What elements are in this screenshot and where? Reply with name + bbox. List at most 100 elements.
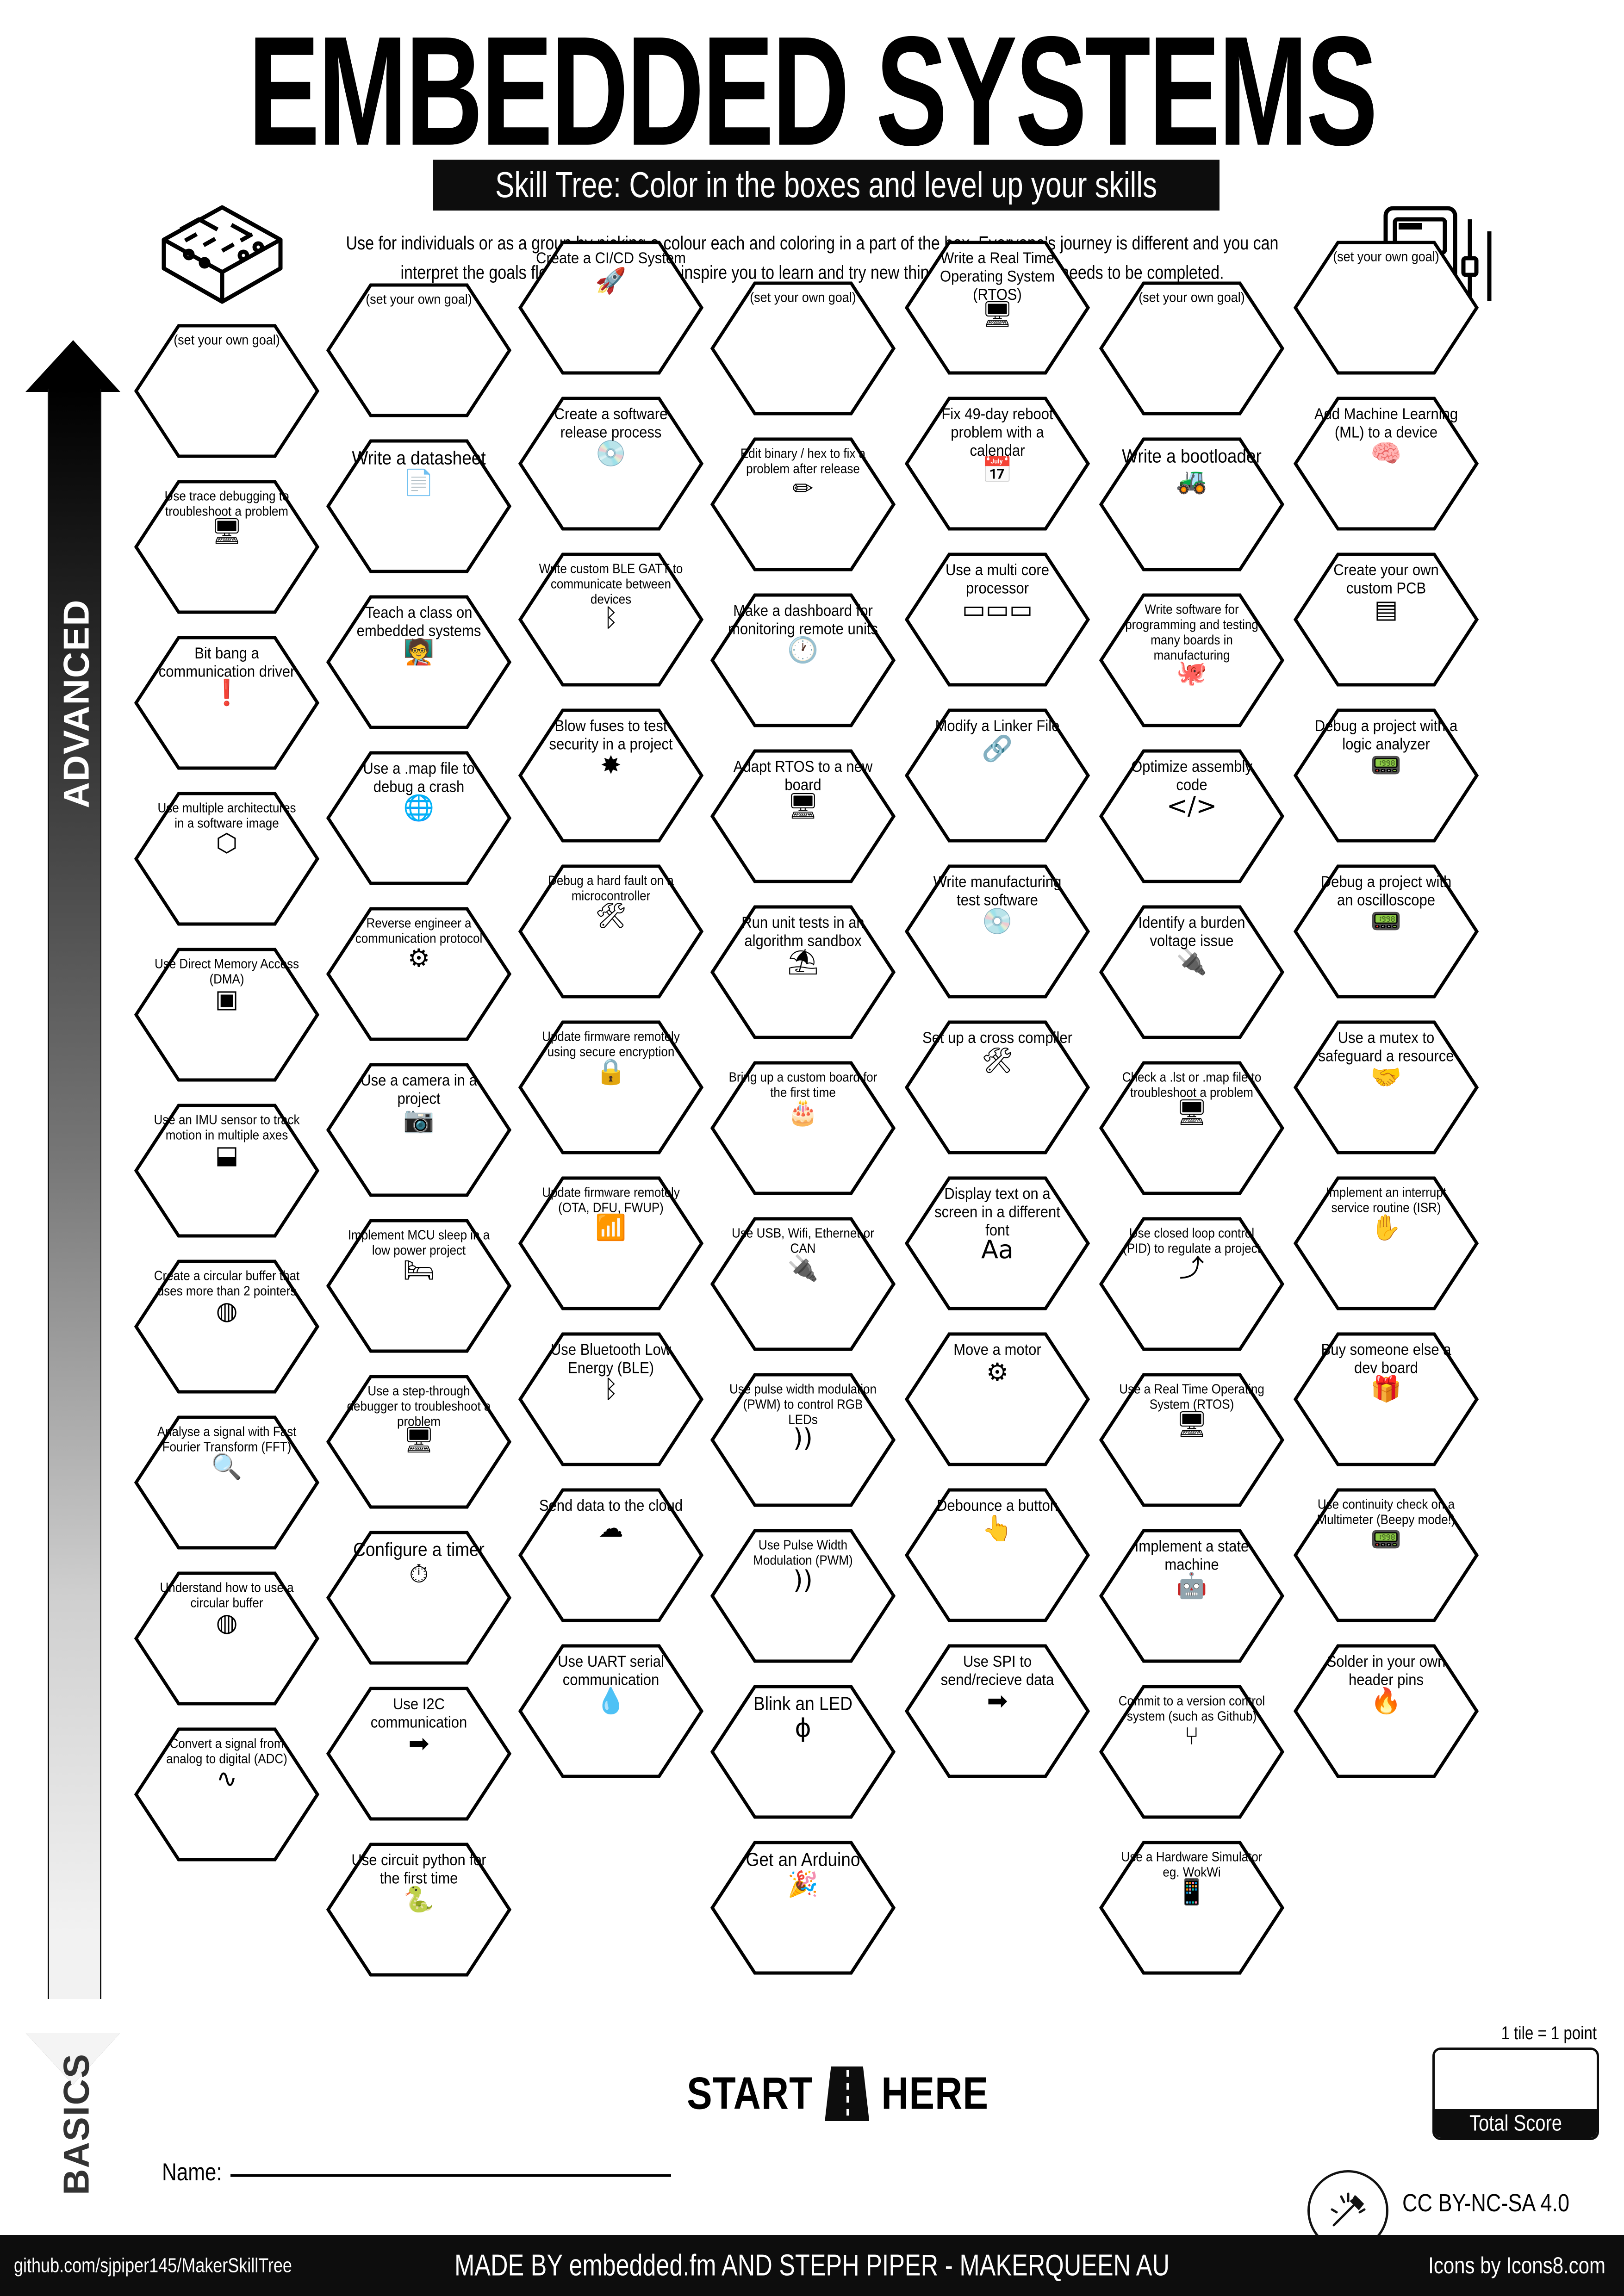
hex-outline (905, 397, 1090, 531)
hex-outline (134, 1727, 319, 1862)
skill-hex-5-6[interactable]: Set up a cross compiler 🛠 (905, 1020, 1090, 1154)
skill-hex-4-6[interactable]: Bring up a custom board for the first ti… (710, 1061, 896, 1195)
name-field[interactable]: Name: (162, 2159, 671, 2186)
skill-hex-7-2[interactable]: Add Machine Learning (ML) to a device 🧠 (1294, 397, 1479, 531)
skill-hex-5-9[interactable]: Debounce a button 👆 (905, 1488, 1090, 1622)
hex-outline (326, 1219, 511, 1353)
skill-hex-5-3[interactable]: Use a multi core processor ▭▭▭ (905, 552, 1090, 687)
skill-hex-3-1[interactable]: Create a CI/CD System 🚀 (518, 241, 703, 375)
hex-label: Get an Arduino (746, 1849, 860, 1870)
skill-hex-6-5[interactable]: Identify a burden voltage issue 🔌 (1099, 905, 1284, 1039)
github-link[interactable]: github.com/sjpiper145/MakerSkillTree (14, 2253, 292, 2277)
skill-hex-5-2[interactable]: Fix 49-day reboot problem with a calenda… (905, 397, 1090, 531)
icons-credit[interactable]: Icons by Icons8.com (1428, 2252, 1605, 2278)
skill-hex-6-4[interactable]: Optimize assembly code </> (1099, 749, 1284, 883)
skill-hex-2-5[interactable]: Reverse engineer a communication protoco… (326, 907, 511, 1041)
skill-hex-6-6[interactable]: Check a .lst or .map file to troubleshoo… (1099, 1061, 1284, 1195)
hex-outline (134, 480, 319, 614)
skill-hex-6-8[interactable]: Use a Real Time Operating System (RTOS) 🖥 (1099, 1373, 1284, 1507)
skill-hex-2-6[interactable]: Use a camera in a project 📷 (326, 1063, 511, 1197)
skill-hex-6-10[interactable]: Commit to a version control system (such… (1099, 1685, 1284, 1819)
skill-hex-5-8[interactable]: Move a motor ⚙ (905, 1332, 1090, 1466)
skill-hex-7-3[interactable]: Create your own custom PCB ▤ (1294, 552, 1479, 687)
hex-label: Check a .lst or .map file to troubleshoo… (1122, 1069, 1262, 1100)
skill-hex-4-10[interactable]: Blink an LED ϕ (710, 1685, 896, 1819)
hex-outline (1099, 593, 1284, 727)
skill-hex-4-9[interactable]: Use Pulse Width Modulation (PWM))) (710, 1529, 896, 1663)
teacher-board-icon: 🧑‍🏫 (403, 637, 435, 666)
code-icon: </> (1166, 791, 1217, 820)
skill-hex-4-4[interactable]: Adapt RTOS to a new board 🖥 (710, 749, 896, 883)
skill-hex-7-9[interactable]: Use continuity check on a Multimeter (Be… (1294, 1488, 1479, 1622)
hex-outline (134, 1415, 319, 1550)
skill-hex-6-9[interactable]: Implement a state machine 🤖 (1099, 1529, 1284, 1663)
skill-hex-1-7[interactable]: Create a circular buffer that uses more … (134, 1260, 319, 1394)
skill-hex-4-3[interactable]: Make a dashboard for monitoring remote u… (710, 593, 896, 727)
skill-hex-2-8[interactable]: Use a step-through debugger to troublesh… (326, 1375, 511, 1509)
skill-hex-2-11[interactable]: Use circuit python for the first time 🐍 (326, 1843, 511, 1977)
skill-hex-4-11[interactable]: Get an Arduino 🎉 (710, 1841, 896, 1975)
skill-hex-4-5[interactable]: Run unit tests in an algorithm sandbox ⛱ (710, 905, 896, 1039)
skill-hex-6-7[interactable]: Use closed loop control (PID) to regulat… (1099, 1217, 1284, 1351)
skill-hex-5-10[interactable]: Use SPI to send/recieve data ➡ (905, 1644, 1090, 1778)
skill-hex-4-8[interactable]: Use pulse width modulation (PWM) to cont… (710, 1373, 896, 1507)
skill-hex-3-7[interactable]: Update firmware remotely (OTA, DFU, FWUP… (518, 1176, 703, 1310)
chip-cube-decoration (162, 205, 283, 304)
skill-hex-3-4[interactable]: Blow fuses to test security in a project… (518, 708, 703, 843)
skill-hex-4-2[interactable]: Edit binary / hex to fix a problem after… (710, 437, 896, 571)
skill-hex-5-4[interactable]: Modify a Linker File 🔗 (905, 708, 1090, 843)
skill-hex-7-6[interactable]: Use a mutex to safeguard a resource 🤝 (1294, 1020, 1479, 1154)
skill-hex-1-5[interactable]: Use Direct Memory Access (DMA) ▣ (134, 948, 319, 1082)
skill-hex-7-1[interactable]: (set your own goal) (1294, 241, 1479, 375)
skill-hex-7-8[interactable]: Buy someone else a dev board 🎁 (1294, 1332, 1479, 1466)
skill-hex-4-1[interactable]: (set your own goal) (710, 281, 896, 416)
skill-hex-1-3[interactable]: Bit bang a communication driver ❗ (134, 636, 319, 770)
total-score-box[interactable]: Total Score (1432, 2048, 1599, 2140)
skill-hex-2-3[interactable]: Teach a class on embedded systems 🧑‍🏫 (326, 595, 511, 729)
skill-hex-1-9[interactable]: Understand how to use a circular buffer ◍ (134, 1571, 319, 1706)
skill-hex-7-4[interactable]: Debug a project with a logic analyzer 📟 (1294, 708, 1479, 843)
skill-hex-3-9[interactable]: Send data to the cloud ☁ (518, 1488, 703, 1622)
skill-hex-6-11[interactable]: Use a Hardware Simulator eg. WokWi 📱 (1099, 1841, 1284, 1975)
skill-hex-6-3[interactable]: Write software for programming and testi… (1099, 593, 1284, 727)
skill-hex-4-7[interactable]: Use USB, Wifi, Ethernet or CAN 🔌 (710, 1217, 896, 1351)
skill-hex-7-10[interactable]: Solder in your own header pins 🔥 (1294, 1644, 1479, 1778)
monitor-check-icon: 🖥 (981, 299, 1014, 329)
skill-hex-3-5[interactable]: Debug a hard fault on a microcontroller 🛠 (518, 864, 703, 999)
skill-hex-2-1[interactable]: (set your own goal) (326, 283, 511, 417)
hex-content: Use a Real Time Operating System (RTOS) 🖥 (1117, 1381, 1267, 1499)
skill-hex-1-2[interactable]: Use trace debugging to troubleshoot a pr… (134, 480, 319, 614)
hex-label: Write a bootloader (1122, 446, 1262, 467)
skill-hex-2-7[interactable]: Implement MCU sleep in a low power proje… (326, 1219, 511, 1353)
hex-outline (710, 1529, 896, 1663)
skill-hex-2-2[interactable]: Write a datasheet 📄 (326, 439, 511, 573)
disc-box-icon: 💿 (595, 438, 627, 468)
skill-hex-2-4[interactable]: Use a .map file to debug a crash 🌐 (326, 751, 511, 885)
hex-label: Send data to the cloud (539, 1496, 683, 1514)
skill-hex-2-10[interactable]: Use I2C communication ➡ (326, 1687, 511, 1821)
skill-hex-3-6[interactable]: Update firmware remotely using secure en… (518, 1020, 703, 1154)
hex-label: Implement MCU sleep in a low power proje… (348, 1227, 490, 1258)
skill-hex-7-7[interactable]: Implement an interrupt service routine (… (1294, 1176, 1479, 1310)
skill-hex-1-4[interactable]: Use multiple architectures in a software… (134, 792, 319, 926)
skill-hex-6-1[interactable]: (set your own goal) (1099, 281, 1284, 416)
hex-content: Blow fuses to test security in a project… (536, 717, 686, 834)
skill-hex-5-1[interactable]: Write a Real Time Operating System (RTOS… (905, 241, 1090, 375)
name-input-rule[interactable] (230, 2173, 671, 2177)
skill-hex-6-2[interactable]: Write a bootloader 🚜 (1099, 437, 1284, 571)
skill-hex-1-10[interactable]: Convert a signal from analog to digital … (134, 1727, 319, 1862)
skill-hex-2-9[interactable]: Configure a timer ⏱ (326, 1531, 511, 1665)
skill-hex-3-8[interactable]: Use Bluetooth Low Energy (BLE) ᛒ (518, 1332, 703, 1466)
monitor-check-icon: 🖥 (787, 791, 819, 820)
skill-hex-1-6[interactable]: Use an IMU sensor to track motion in mul… (134, 1104, 319, 1238)
skill-hex-3-2[interactable]: Create a software release process 💿 (518, 397, 703, 531)
skill-hex-5-7[interactable]: Display text on a screen in a different … (905, 1176, 1090, 1310)
adc-waveform-icon: ∿ (216, 1764, 237, 1793)
skill-hex-5-5[interactable]: Write manufacturing test software 💿 (905, 864, 1090, 999)
skill-hex-1-1[interactable]: (set your own goal) (134, 324, 319, 458)
skill-hex-3-3[interactable]: Write custom BLE GATT to communicate bet… (518, 552, 703, 687)
skill-hex-1-8[interactable]: Analyse a signal with Fast Fourier Trans… (134, 1415, 319, 1550)
skill-hex-3-10[interactable]: Use UART serial communication 💧 (518, 1644, 703, 1778)
skill-hex-7-5[interactable]: Debug a project with an oscilloscope 📟 (1294, 864, 1479, 999)
